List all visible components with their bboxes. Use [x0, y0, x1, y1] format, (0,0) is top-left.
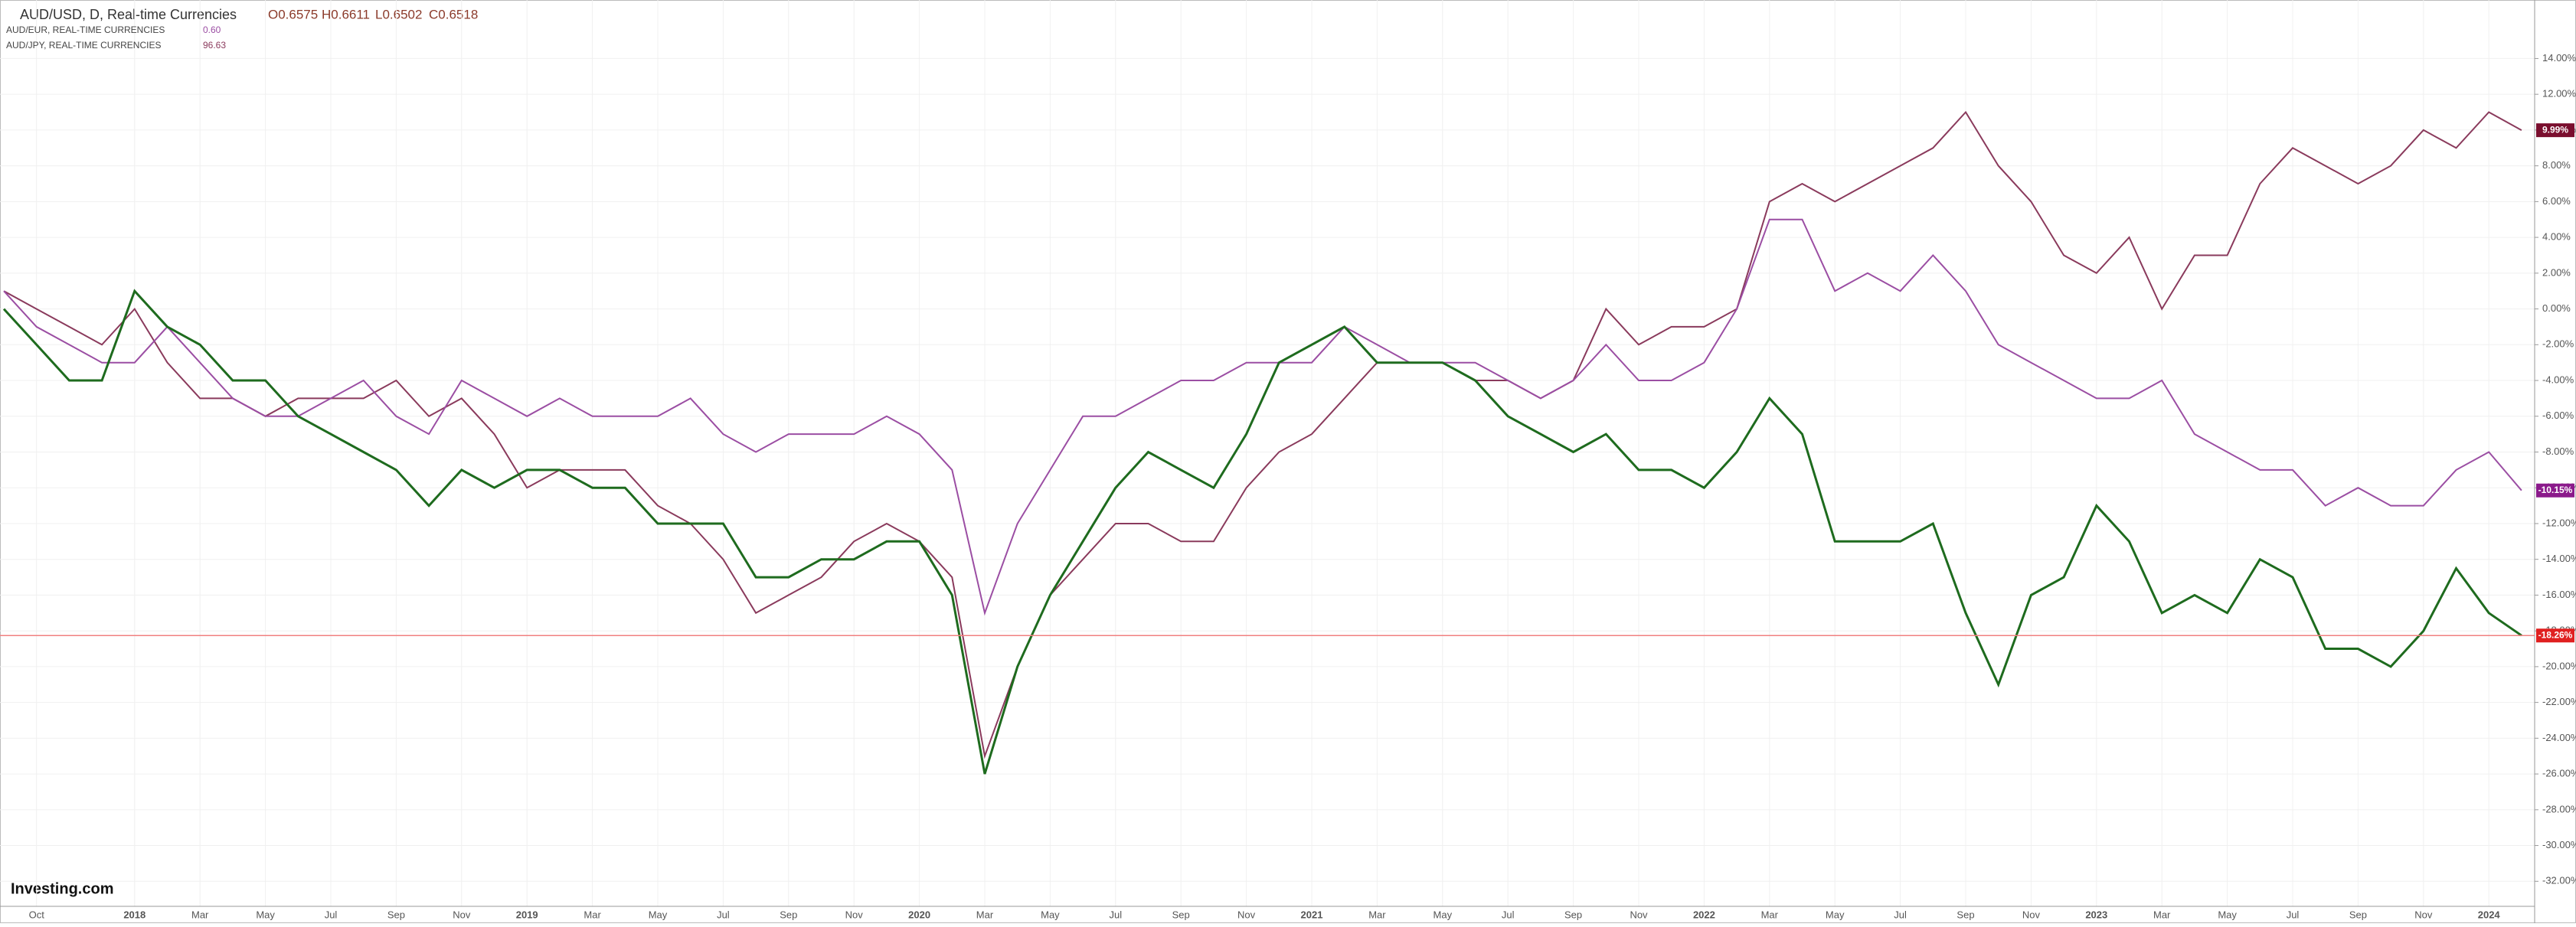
x-tick-label: 2021 [1301, 909, 1323, 920]
x-tick-label: 2020 [908, 909, 930, 920]
symbol-title[interactable]: AUD/USD, D, Real-time Currencies [20, 7, 237, 22]
close: C0.6518 [429, 7, 478, 21]
y-tick-label: -6.00% [2542, 410, 2574, 421]
x-tick-label: May [256, 909, 275, 920]
y-tick-label: -12.00% [2542, 517, 2576, 528]
x-tick-label: Jul [717, 909, 730, 920]
x-tick-label: Sep [780, 909, 797, 920]
y-tick-label: -8.00% [2542, 446, 2574, 457]
x-tick-label: May [649, 909, 668, 920]
y-tick-label: 12.00% [2542, 88, 2576, 100]
x-tick-label: Nov [1630, 909, 1648, 920]
x-tick-label: May [1041, 909, 1060, 920]
y-tick-label: -28.00% [2542, 803, 2576, 814]
x-tick-label: 2023 [2085, 909, 2107, 920]
y-tick-label: -32.00% [2542, 875, 2576, 886]
y-tick-label: -24.00% [2542, 732, 2576, 743]
x-tick-label: Mar [1761, 909, 1779, 920]
y-tick-label: -26.00% [2542, 768, 2576, 779]
series-line [3, 218, 2522, 616]
y-tick-label: -30.00% [2542, 839, 2576, 850]
legend-price: 0.60 [203, 24, 221, 35]
low: L0.6502 [375, 7, 422, 21]
x-tick-label: Nov [453, 909, 471, 920]
x-tick-label: Mar [1368, 909, 1386, 920]
y-tick-label: 6.00% [2542, 195, 2571, 207]
x-tick-label: Nov [2022, 909, 2041, 920]
x-tick-label: Mar [976, 909, 994, 920]
legend-label: AUD/EUR, REAL-TIME CURRENCIES [6, 24, 165, 35]
x-tick-label: Jul [1502, 909, 1515, 920]
x-tick-label: Jul [1109, 909, 1122, 920]
series-line [3, 110, 2522, 759]
x-tick-label: Mar [191, 909, 209, 920]
y-tick-label: -20.00% [2542, 660, 2576, 671]
x-tick-label: Nov [845, 909, 864, 920]
y-tick-label: 4.00% [2542, 231, 2571, 243]
x-tick-label: Sep [387, 909, 405, 920]
y-tick-label: -4.00% [2542, 374, 2574, 385]
x-tick-label: 2024 [2478, 909, 2501, 920]
x-tick-label: 2019 [516, 909, 538, 920]
legend-price: 96.63 [203, 40, 226, 51]
x-tick-label: 2018 [123, 909, 145, 920]
y-tick-label: -22.00% [2542, 696, 2576, 707]
y-tick-label: 0.00% [2542, 302, 2571, 314]
price-label-bg [2536, 483, 2574, 498]
y-tick-label: 2.00% [2542, 266, 2571, 278]
logo[interactable]: Investing.com [11, 880, 113, 897]
y-tick-label: 8.00% [2542, 159, 2571, 171]
x-tick-label: Sep [1564, 909, 1582, 920]
price-label-bg [2536, 628, 2574, 643]
x-tick-label: Oct [29, 909, 45, 920]
x-tick-label: Jul [2287, 909, 2300, 920]
y-tick-label: -16.00% [2542, 589, 2576, 600]
series-line [2, 289, 2522, 775]
price-label-bg [2536, 123, 2574, 138]
x-tick-label: May [2218, 909, 2237, 920]
legend-label: AUD/JPY, REAL-TIME CURRENCIES [6, 40, 161, 51]
x-tick-label: Nov [2414, 909, 2433, 920]
y-tick-label: 14.00% [2542, 52, 2576, 64]
x-tick-label: Sep [1957, 909, 1974, 920]
x-tick-label: Jul [325, 909, 338, 920]
x-tick-label: May [1826, 909, 1845, 920]
x-tick-label: 2022 [1693, 909, 1715, 920]
x-tick-label: Nov [1237, 909, 1256, 920]
x-tick-label: Jul [1894, 909, 1907, 920]
y-tick-label: -2.00% [2542, 338, 2574, 350]
open: O0.6575 [268, 7, 318, 21]
y-tick-label: -14.00% [2542, 553, 2576, 564]
price-label: -18.26% [2538, 629, 2573, 640]
high: H0.6611 [322, 7, 370, 21]
x-tick-label: May [1433, 909, 1453, 920]
price-label: 9.99% [2542, 124, 2568, 135]
x-tick-label: Mar [584, 909, 601, 920]
x-tick-label: Mar [2153, 909, 2171, 920]
x-tick-label: Sep [1172, 909, 1190, 920]
x-tick-label: Sep [2349, 909, 2367, 920]
price-label: -10.15% [2538, 485, 2573, 495]
